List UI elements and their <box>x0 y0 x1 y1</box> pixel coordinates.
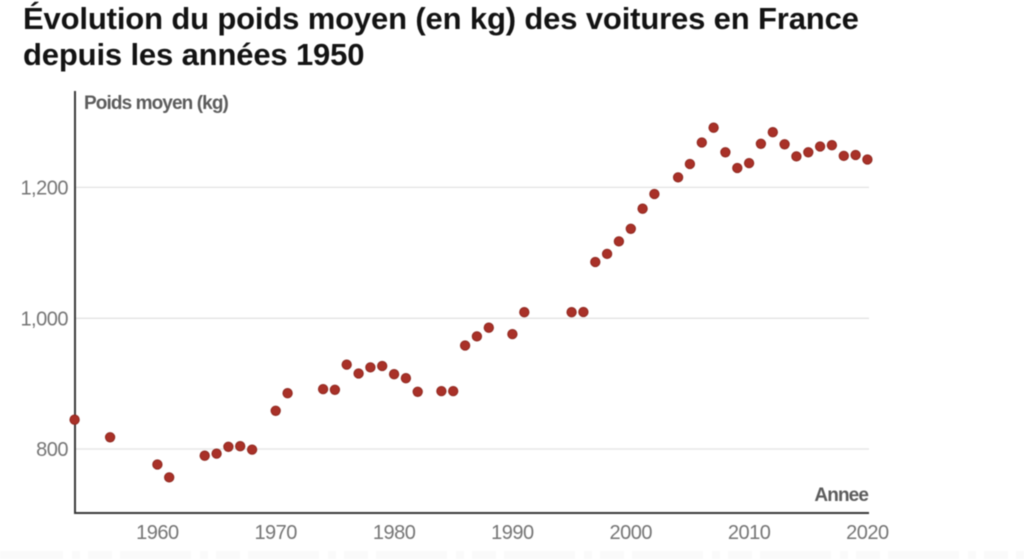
svg-text:Annee: Annee <box>814 485 868 506</box>
svg-text:800: 800 <box>36 439 68 461</box>
svg-text:2020: 2020 <box>846 522 889 544</box>
svg-text:1980: 1980 <box>373 522 416 544</box>
svg-text:Poids moyen (kg): Poids moyen (kg) <box>84 93 229 114</box>
svg-text:2000: 2000 <box>610 522 653 544</box>
svg-text:1960: 1960 <box>136 522 179 544</box>
svg-text:2010: 2010 <box>728 522 771 544</box>
svg-text:1,000: 1,000 <box>20 308 68 330</box>
svg-text:1,200: 1,200 <box>20 177 68 199</box>
svg-text:1970: 1970 <box>254 522 297 544</box>
svg-text:1990: 1990 <box>491 522 534 544</box>
